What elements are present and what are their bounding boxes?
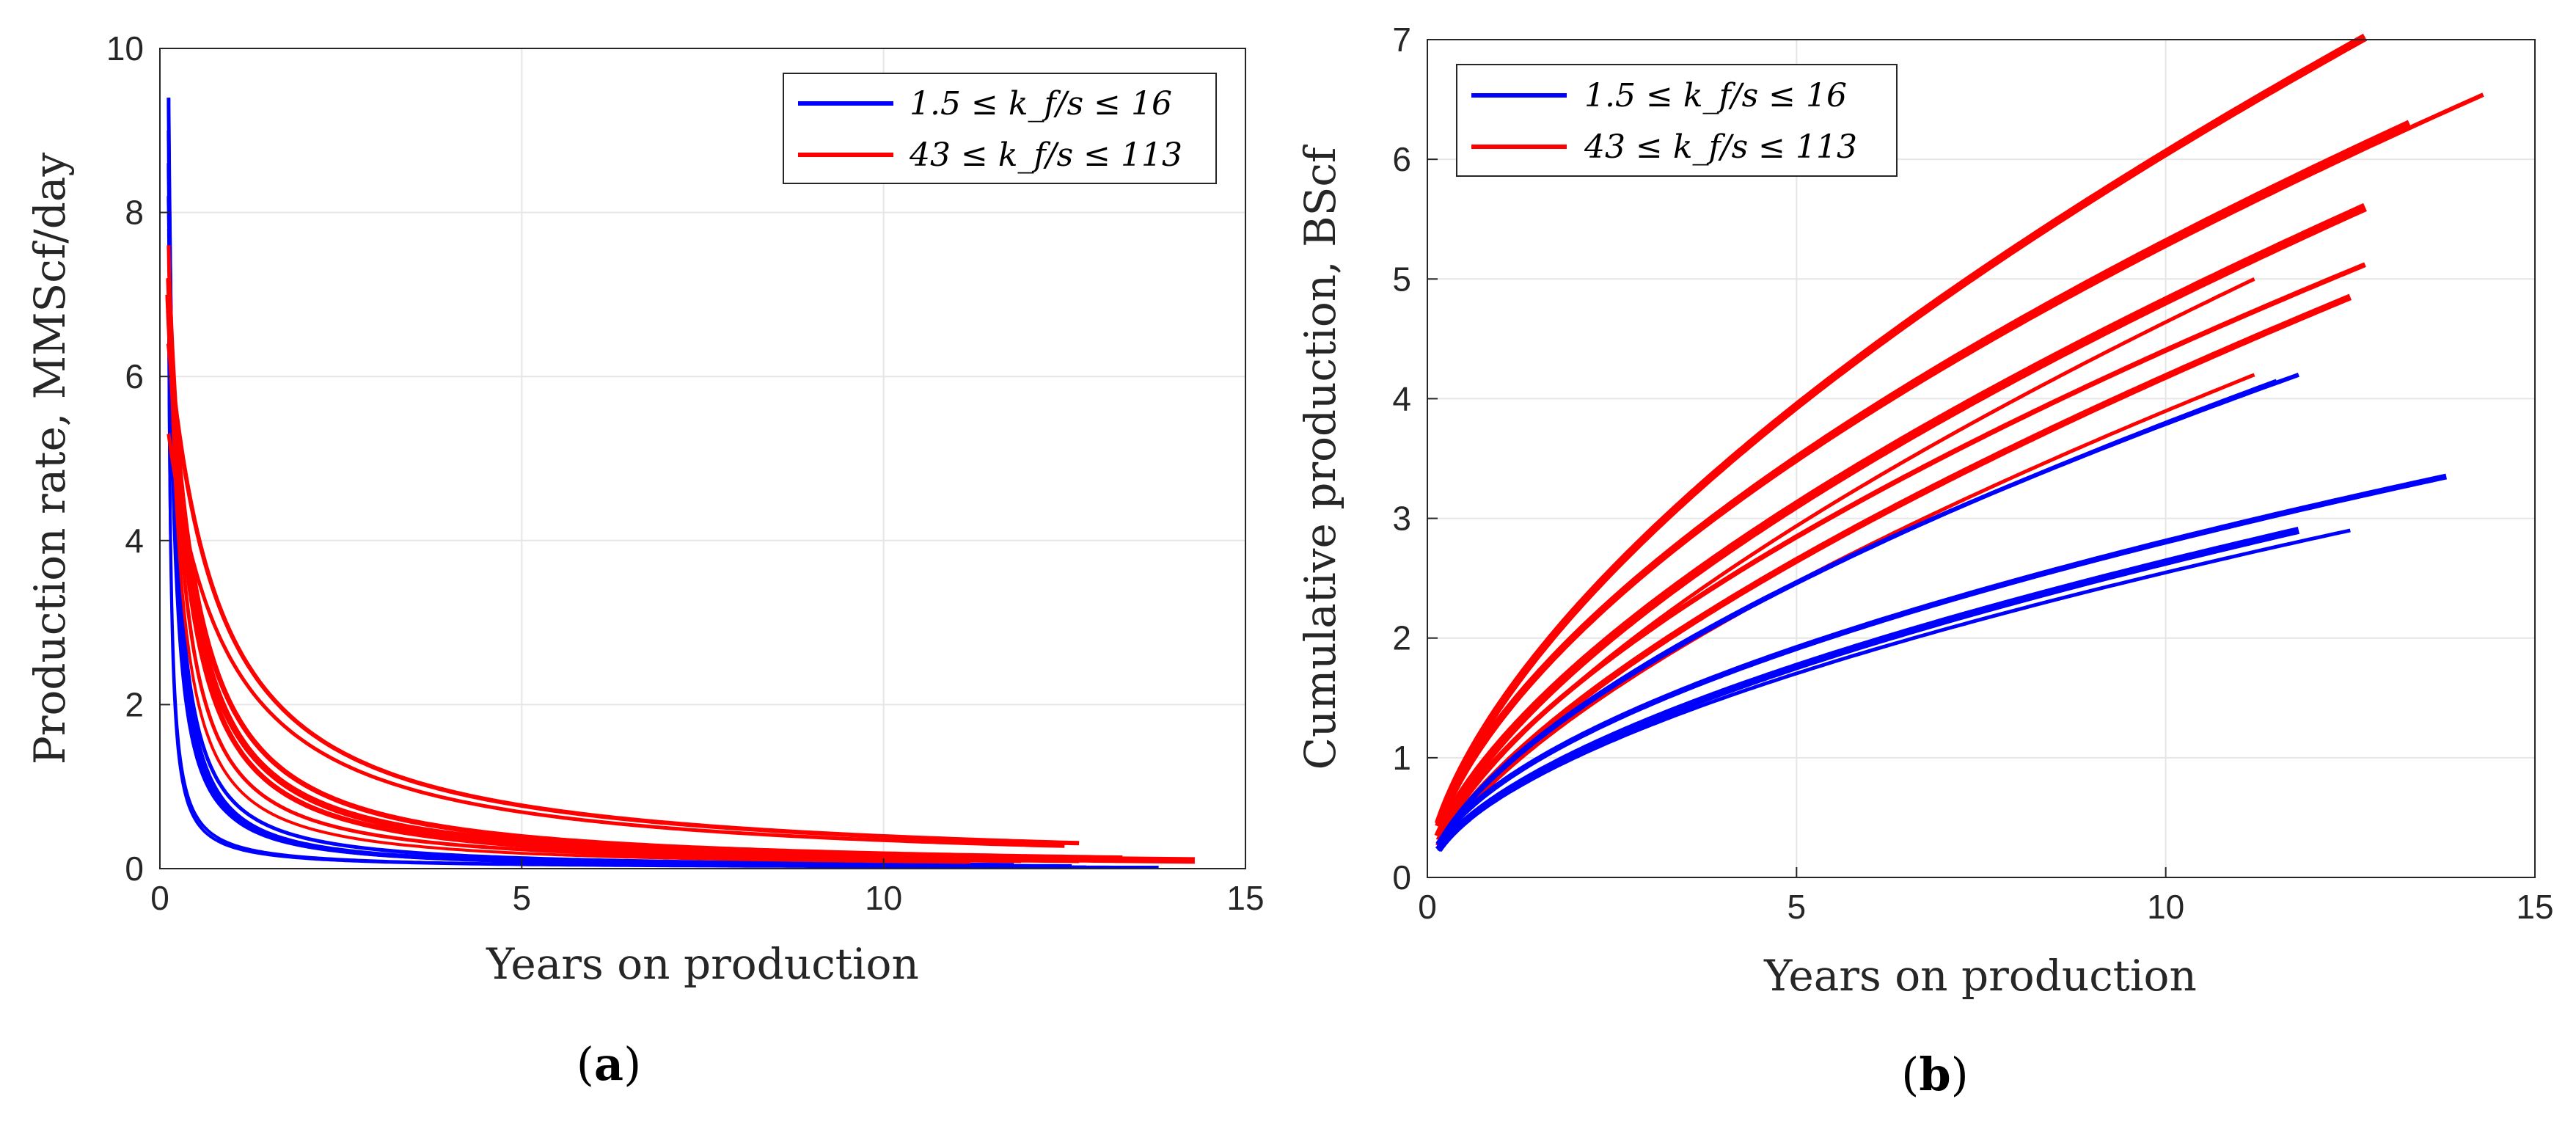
y-tick-label: 2 xyxy=(1392,619,1411,657)
panel-b-ticks: 0 5 10 15 0 1 2 3 4 5 6 7 xyxy=(1392,21,2553,926)
panel-a-y-axis-label: Production rate, MMScf/day xyxy=(25,153,75,765)
series-line-red xyxy=(167,260,971,864)
y-tick-label: 8 xyxy=(125,194,144,232)
y-tick-label: 1 xyxy=(1392,739,1411,777)
x-tick-label: 10 xyxy=(2147,888,2184,926)
x-tick-label: 15 xyxy=(1226,879,1264,917)
series-line-blue xyxy=(1436,379,2277,847)
panel-a-legend-label-red: 43 ≤ k_f/s ≤ 113 xyxy=(909,136,1182,174)
panel-b-legend-label-red: 43 ≤ k_f/s ≤ 113 xyxy=(1584,128,1857,166)
y-tick-label: 4 xyxy=(1392,379,1411,417)
series-line-red xyxy=(166,308,1123,861)
panel-a-caption-close: ) xyxy=(623,1037,641,1091)
y-tick-label: 0 xyxy=(125,850,144,888)
panel-a-chart: 0 5 10 15 0 2 4 6 8 10 Years on production Produc… xyxy=(25,29,1265,1091)
panel-b-legend-label-blue: 1.5 ≤ k_f/s ≤ 16 xyxy=(1584,77,1847,114)
panel-b-x-axis-label: Years on production xyxy=(1763,951,2197,1001)
y-tick-label: 6 xyxy=(1392,140,1411,178)
panel-a-caption-letter: a xyxy=(594,1037,623,1091)
y-tick-label: 3 xyxy=(1392,500,1411,538)
x-tick-label: 5 xyxy=(513,879,532,917)
y-tick-label: 5 xyxy=(1392,260,1411,298)
panel-a-legend-label-blue: 1.5 ≤ k_f/s ≤ 16 xyxy=(910,85,1172,123)
panel-a-axes-box xyxy=(159,48,1246,869)
x-tick-label: 10 xyxy=(865,879,902,917)
panel-a-lines xyxy=(165,98,1195,869)
panel-a-legend: 1.5 ≤ k_f/s ≤ 16 43 ≤ k_f/s ≤ 113 xyxy=(783,73,1217,184)
y-tick-label: 10 xyxy=(106,29,144,67)
panel-b-caption: (b) xyxy=(1901,1048,1969,1101)
panel-a-x-axis-label: Years on production xyxy=(486,939,919,989)
panel-b-chart: 0 5 10 15 0 1 2 3 4 5 6 7 Years on production Cumul… xyxy=(1295,21,2554,1101)
x-tick-label: 0 xyxy=(1418,888,1437,926)
series-line-blue xyxy=(1435,473,2448,847)
panel-a-caption-open: ( xyxy=(577,1037,594,1091)
y-tick-label: 4 xyxy=(125,522,144,560)
y-tick-label: 6 xyxy=(125,357,144,395)
series-line-blue xyxy=(1436,528,2351,852)
panel-b-legend: 1.5 ≤ k_f/s ≤ 16 43 ≤ k_f/s ≤ 113 xyxy=(1456,64,1898,177)
panel-a-legend-box xyxy=(783,73,1217,184)
y-tick-label: 0 xyxy=(1392,858,1411,897)
panel-b-lines xyxy=(1434,33,2484,854)
x-tick-label: 5 xyxy=(1788,888,1807,926)
series-line-red xyxy=(166,341,1080,846)
series-line-blue xyxy=(167,228,1072,867)
x-tick-label: 15 xyxy=(2516,888,2553,926)
panel-b-axes-box xyxy=(1427,39,2536,878)
panel-a-plot-area xyxy=(160,48,1245,869)
panel-b-caption-close: ) xyxy=(1951,1048,1969,1101)
panel-a-ticks: 0 5 10 15 0 2 4 6 8 10 xyxy=(106,29,1265,917)
panel-a-caption: (a) xyxy=(577,1037,642,1091)
series-line-red xyxy=(166,276,1080,863)
series-line-blue xyxy=(167,310,1086,869)
series-line-red xyxy=(1436,277,2255,844)
series-line-red xyxy=(1434,33,2368,828)
panel-b-caption-letter: b xyxy=(1919,1048,1950,1101)
series-line-blue xyxy=(1435,527,2300,854)
x-tick-label: 0 xyxy=(150,879,169,917)
panel-b-legend-box xyxy=(1456,64,1898,177)
panel-b-y-axis-label: Cumulative production, BScf xyxy=(1295,145,1345,770)
panel-b-caption-open: ( xyxy=(1901,1048,1919,1101)
series-line-red xyxy=(1435,120,2411,830)
y-tick-label: 2 xyxy=(125,685,144,723)
y-tick-label: 7 xyxy=(1392,21,1411,59)
series-line-red xyxy=(167,244,1022,863)
series-line-red xyxy=(1434,202,2367,841)
